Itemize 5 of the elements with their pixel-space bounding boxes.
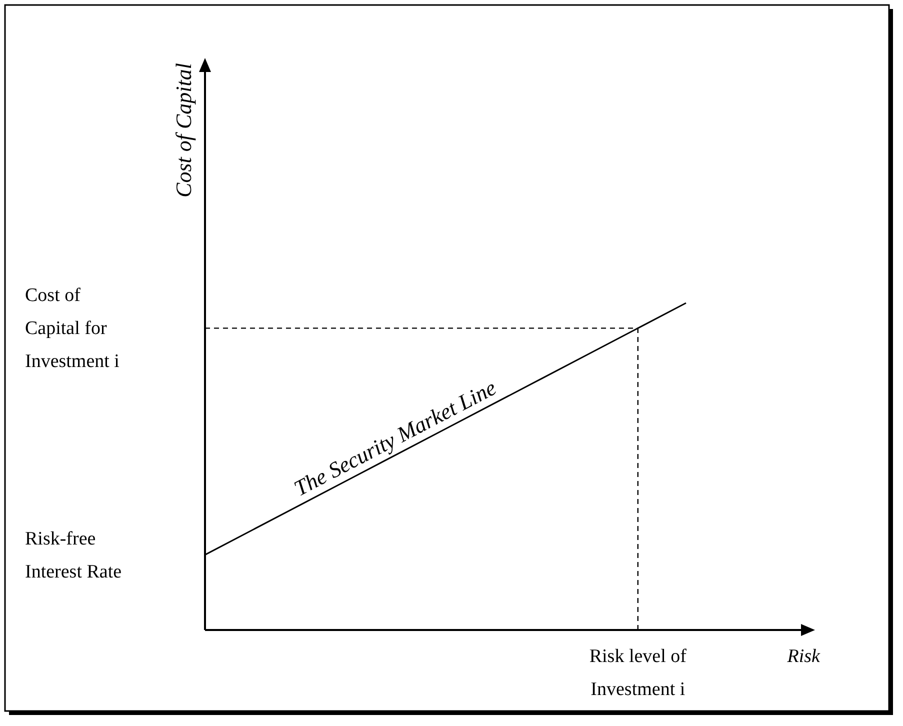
annotation: Risk level of Investment i (589, 646, 688, 700)
text: Cost of Capital for Investment i (25, 285, 120, 372)
text: Risk-free Interest Rate (25, 528, 122, 582)
y-axis-title: Cost of Capital (171, 63, 196, 198)
x-axis-title: Risk (786, 646, 821, 667)
